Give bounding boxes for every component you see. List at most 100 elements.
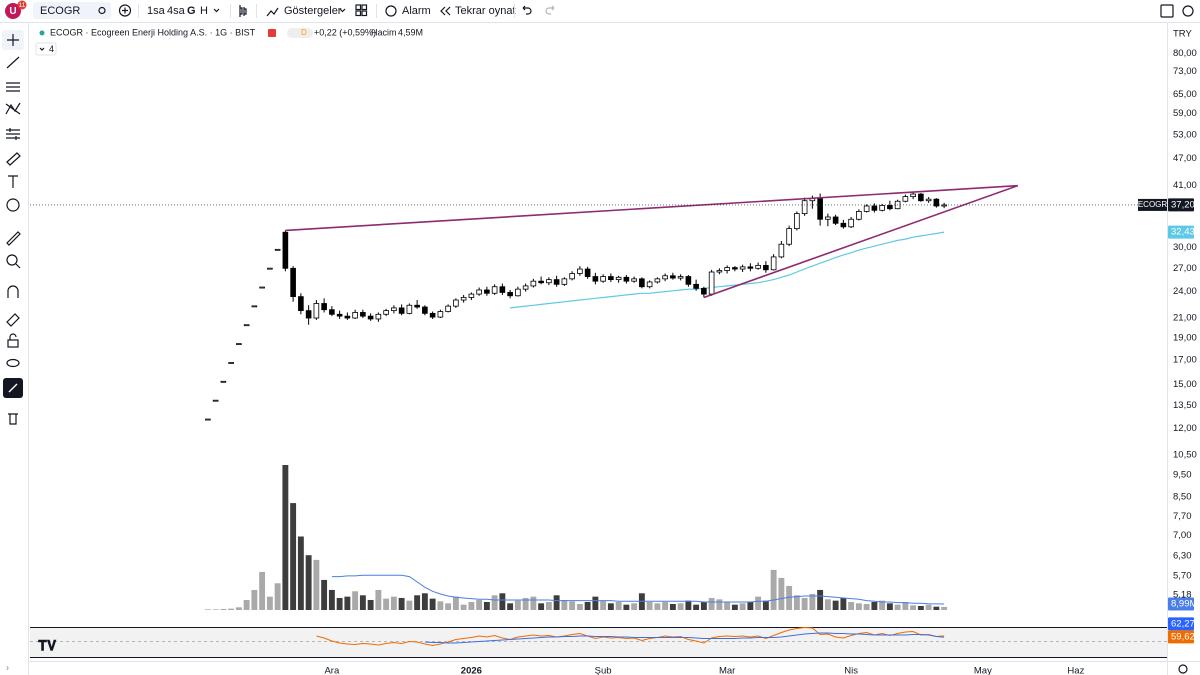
candle-body — [615, 276, 622, 281]
candle-body — [282, 231, 289, 269]
candle-body — [584, 268, 591, 277]
candle-body — [801, 200, 808, 215]
candle-body — [770, 256, 777, 271]
undo-button[interactable] — [522, 5, 532, 15]
volume-bar — [266, 596, 273, 610]
indicators-button[interactable]: Göstergeler — [284, 5, 342, 17]
candle-body — [251, 305, 258, 308]
candle-body — [499, 286, 506, 293]
chart-type-icon[interactable] — [239, 5, 247, 17]
volume-bar — [429, 598, 436, 610]
candle-body — [561, 278, 568, 285]
avatar-letter: U — [9, 6, 16, 17]
y-tick-label: 19,00 — [1173, 332, 1197, 343]
price-layer — [30, 184, 1165, 421]
legend-toggle[interactable] — [35, 42, 57, 56]
eye-icon — [98, 6, 106, 15]
volume-bar — [917, 605, 924, 610]
volume-bar — [375, 589, 382, 610]
volume-bar — [677, 603, 684, 610]
avatar[interactable] — [5, 3, 21, 19]
candle-body — [755, 265, 761, 269]
volume-bar — [499, 593, 506, 610]
candle-body — [220, 380, 227, 383]
symbol-search[interactable] — [33, 2, 111, 19]
interval-button[interactable]: 4sa — [167, 5, 186, 17]
y-tick-label: 12,00 — [1173, 423, 1197, 434]
volume-bar — [739, 603, 746, 610]
volume-bar — [274, 583, 281, 610]
candle-body — [786, 228, 792, 245]
candle-body — [329, 309, 335, 315]
interval-button[interactable]: H — [200, 5, 208, 17]
x-tick-label: Nis — [844, 666, 858, 675]
x-tick-label: May — [974, 666, 992, 675]
candle-body — [313, 303, 320, 319]
y-tick-label: 5,18 — [1173, 589, 1192, 600]
volume-bar — [631, 603, 638, 610]
rsi-line — [316, 626, 945, 647]
volume-bar — [251, 589, 258, 610]
settings-button[interactable] — [1182, 5, 1194, 17]
redo-button[interactable] — [545, 5, 555, 15]
interval-button[interactable]: 1sa — [147, 5, 166, 17]
volume-bar — [809, 593, 816, 610]
candle-body — [236, 343, 242, 346]
volume-bar — [910, 605, 917, 610]
volume-bar — [879, 600, 886, 610]
y-tick-label: 13,50 — [1173, 400, 1197, 411]
y-tick-label: 9,50 — [1173, 469, 1192, 480]
rsi-line — [424, 632, 945, 644]
y-tick-label: 30,00 — [1173, 242, 1197, 253]
volume-bar — [553, 595, 560, 610]
axis-settings[interactable] — [1178, 664, 1188, 674]
volume-bar — [646, 601, 653, 610]
candle-body — [305, 310, 312, 319]
interval-button[interactable]: G — [187, 5, 196, 17]
x-tick-label: Mar — [719, 666, 735, 675]
drawing-tools[interactable] — [2, 30, 24, 425]
volume-bar — [933, 606, 940, 610]
candle-body — [538, 280, 544, 284]
expand-arrow[interactable]: › — [6, 662, 9, 672]
candle-body — [871, 205, 878, 211]
moving-average-line — [510, 231, 945, 309]
candle-body — [453, 299, 459, 307]
volume-bar — [243, 599, 250, 610]
volume-bar — [561, 599, 568, 610]
candle-body — [422, 306, 428, 314]
axis-layer: 80,00 73,00 65,00 59,00 53,00 47,00 41,00 30,00… — [324, 48, 1197, 675]
volume-bar — [452, 596, 459, 610]
volume-bar — [778, 577, 785, 610]
volume-bar — [693, 604, 700, 610]
replay-button[interactable]: Tekrar oynat — [455, 5, 516, 17]
volume-bar — [235, 607, 242, 610]
y-tick-label: 15,00 — [1173, 379, 1197, 390]
volume-bar — [297, 536, 304, 610]
candle-body — [918, 193, 924, 202]
y-tick-label: 47,00 — [1173, 153, 1197, 164]
price-tag-bg — [1168, 225, 1194, 239]
candle-body — [468, 293, 475, 298]
candle-body — [429, 312, 436, 318]
volume-bar — [437, 601, 444, 610]
legend-flag: D — [301, 28, 307, 37]
candle-body — [631, 278, 637, 282]
add-icon[interactable] — [118, 4, 132, 17]
y-tick-label: 5,70 — [1173, 570, 1192, 581]
volume-bar — [607, 603, 614, 610]
volume-bar — [855, 603, 862, 610]
candle-body — [910, 193, 916, 197]
volume-bar — [793, 595, 800, 610]
candle-body — [460, 297, 467, 301]
y-tick-label: 6,30 — [1173, 551, 1192, 562]
legend-change: +0,22 (+0,59%) — [314, 27, 376, 37]
y-tick-label: 53,00 — [1173, 129, 1197, 140]
volume-bar — [669, 603, 676, 610]
layout-button[interactable] — [1160, 4, 1174, 18]
candle-body — [437, 311, 444, 318]
alarm-button[interactable]: Alarm — [402, 5, 431, 17]
y-tick-label: 7,00 — [1173, 530, 1192, 541]
price-tag: 59,62 — [1171, 631, 1195, 642]
candle-body — [739, 266, 746, 270]
